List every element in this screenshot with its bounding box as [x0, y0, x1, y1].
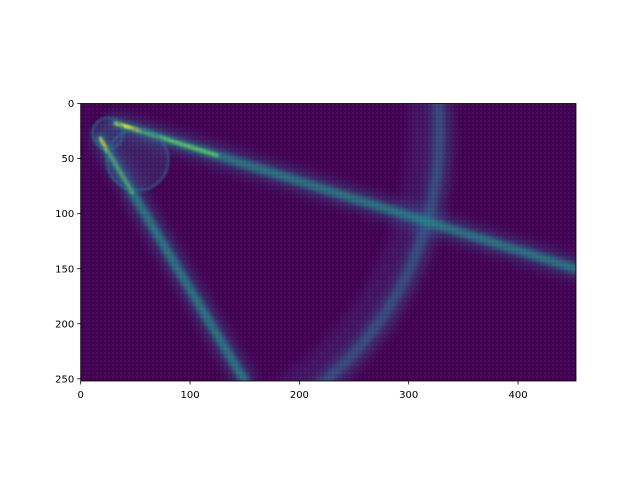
plot-area — [80, 103, 576, 381]
y-tick-label: 200 — [55, 319, 74, 330]
x-tick-label: 200 — [290, 390, 309, 401]
x-tick-label: 300 — [399, 390, 418, 401]
y-tick-label: 100 — [55, 209, 74, 220]
heatmap-texture — [80, 103, 576, 381]
y-axis: 0 50 100 150 200 250 — [55, 99, 81, 385]
x-axis: 0 100 200 300 400 — [78, 381, 528, 401]
y-tick-label: 50 — [61, 154, 74, 165]
plot-frame — [80, 103, 577, 382]
y-tick-label: 150 — [55, 264, 74, 275]
x-tick-label: 0 — [78, 390, 84, 401]
y-tick-label: 0 — [68, 99, 74, 110]
x-tick-label: 400 — [509, 390, 528, 401]
x-tick-label: 100 — [180, 390, 199, 401]
y-tick-label: 250 — [55, 374, 74, 385]
